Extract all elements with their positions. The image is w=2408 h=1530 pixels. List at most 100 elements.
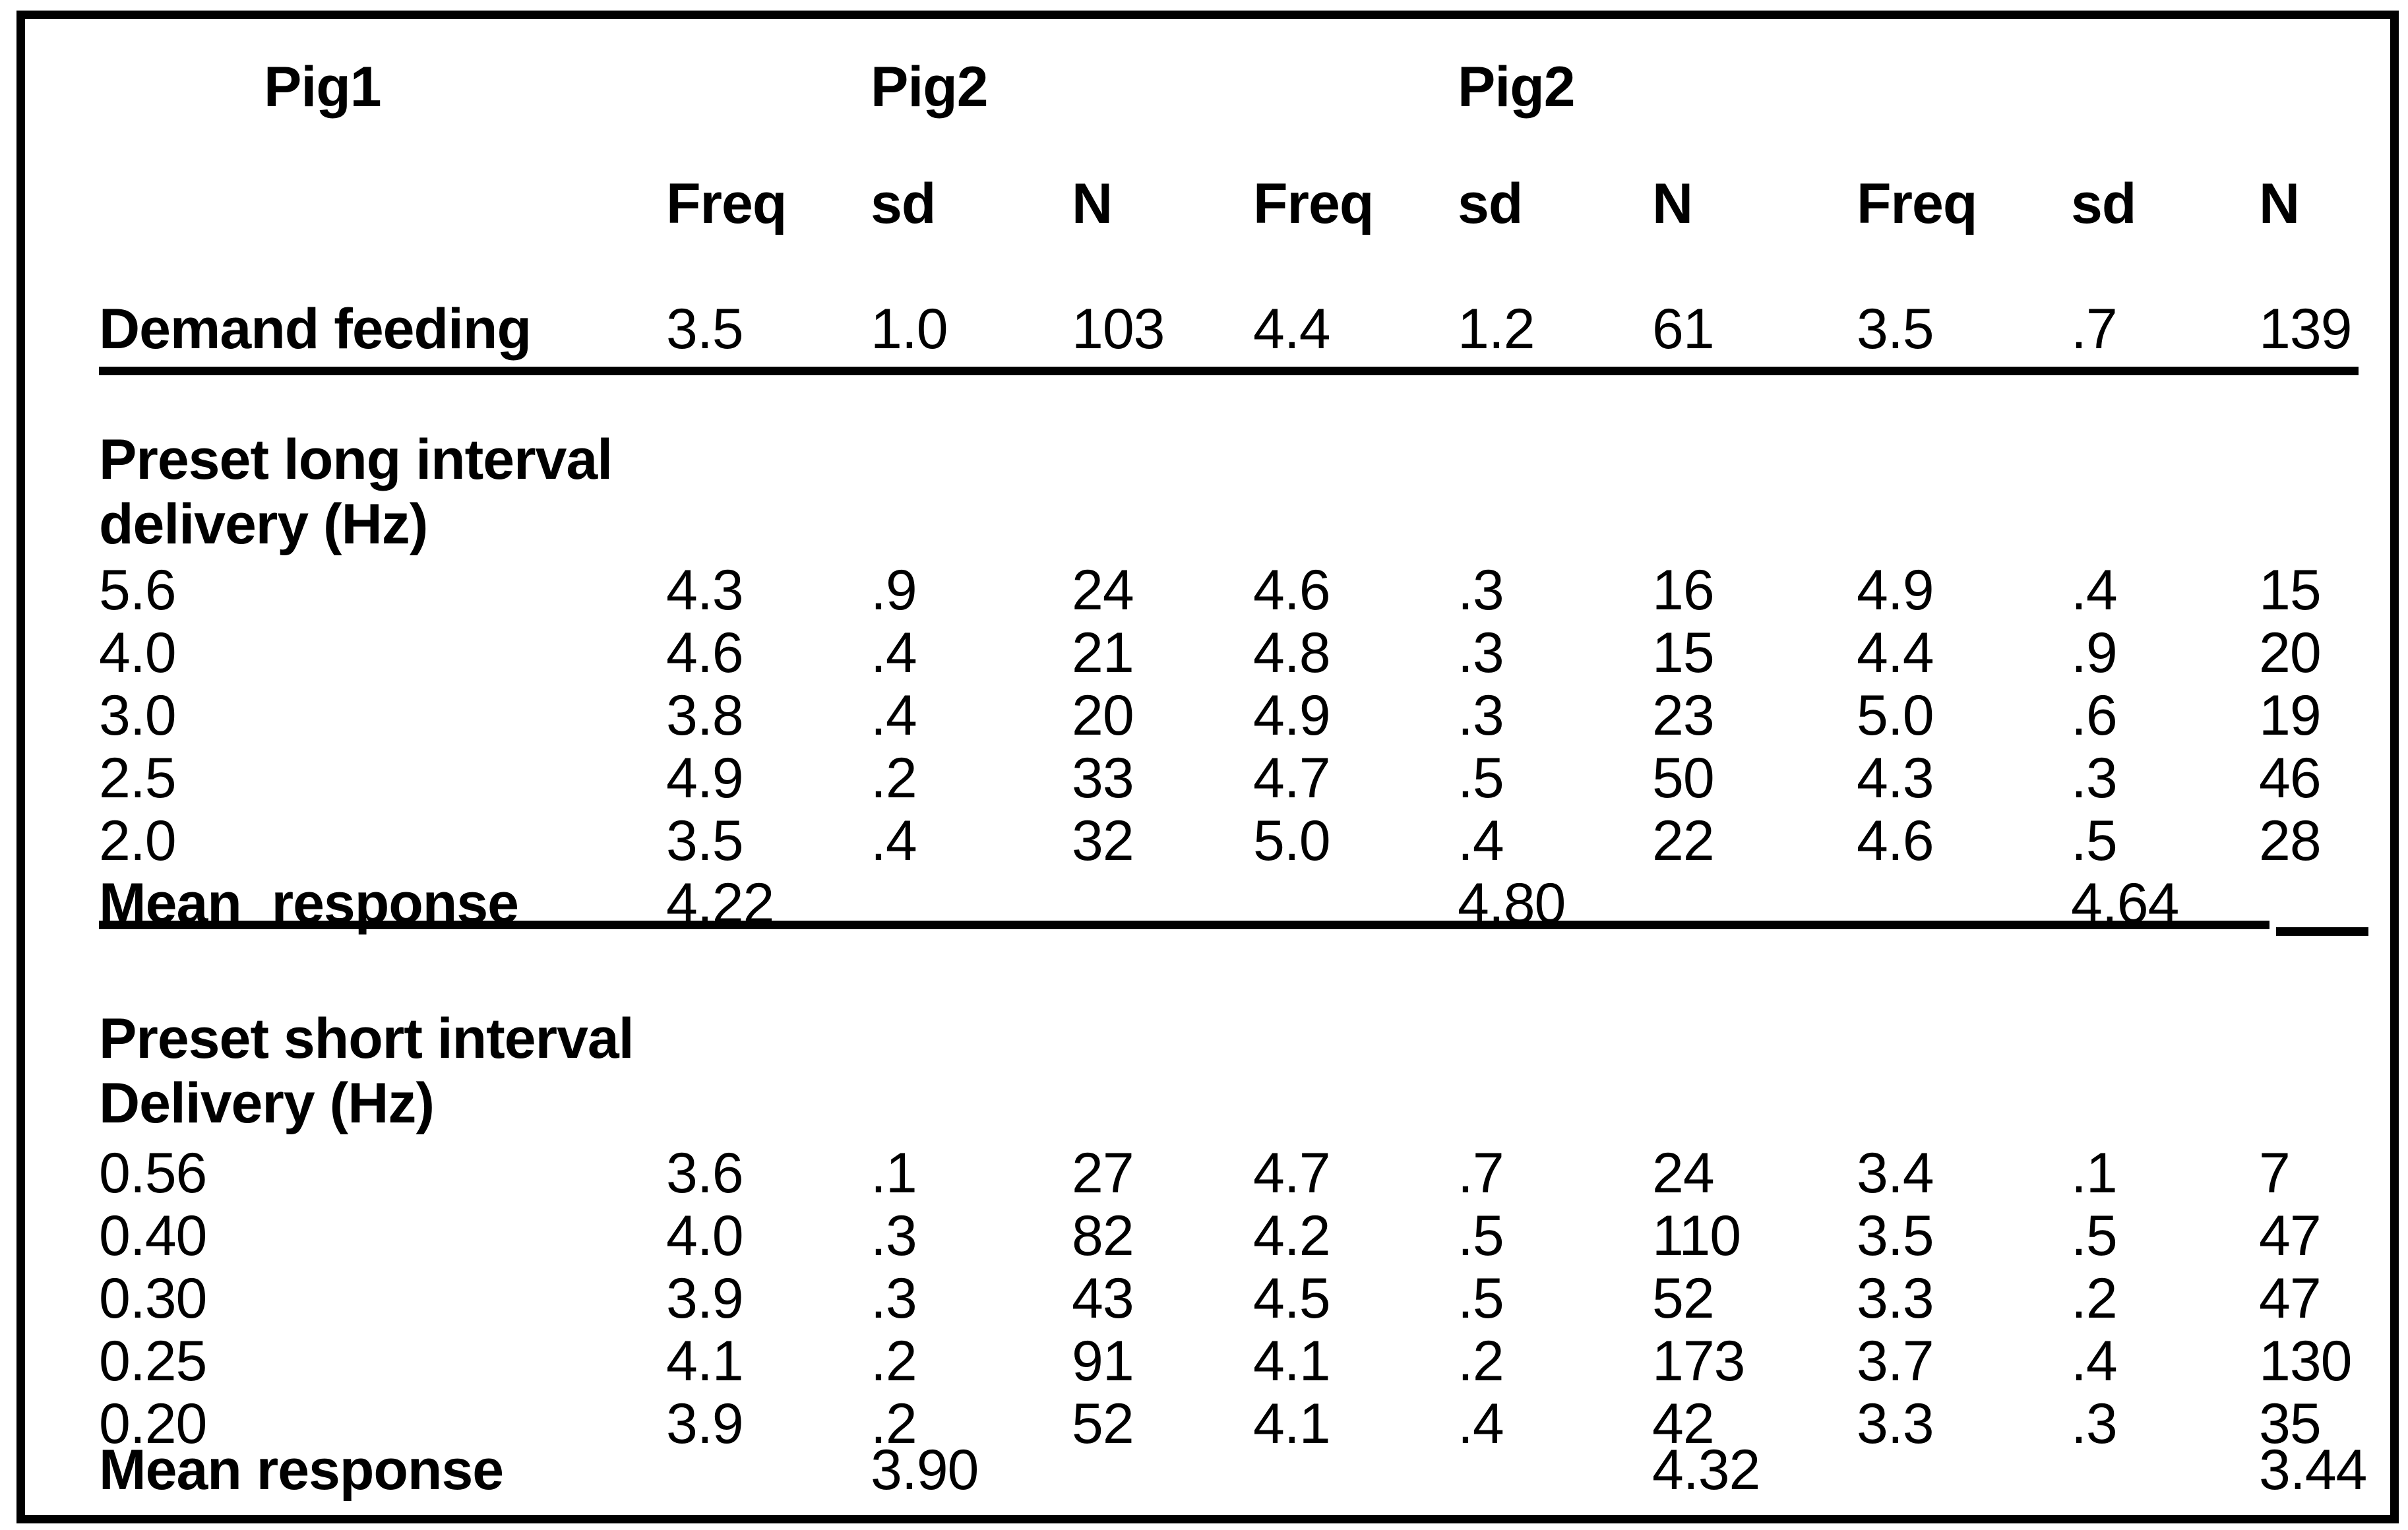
cell-sd-2: 1.2 [1458, 297, 1535, 361]
cell-sd-3: .5 [2071, 809, 2118, 872]
cell-freq-3: 4.9 [1857, 559, 1934, 622]
row-label: 0.20 [99, 1392, 207, 1455]
cell-sd-3: .3 [2071, 1392, 2118, 1455]
cell-freq-2: 5.0 [1253, 809, 1331, 872]
row-label: 0.40 [99, 1204, 207, 1268]
col-header-sd-3: sd [2071, 172, 2136, 235]
cell-n-3: 130 [2259, 1330, 2353, 1393]
cell-n-3: 47 [2259, 1267, 2322, 1330]
horizontal-rule-divider-end-segment [2276, 927, 2368, 936]
horizontal-rule-divider [99, 921, 2269, 929]
row-label: 2.0 [99, 809, 177, 872]
cell-n-2: 50 [1652, 747, 1715, 810]
cell-freq-2: 4.5 [1253, 1267, 1331, 1330]
table-row-demand-feeding: Demand feeding 3.5 1.0 103 4.4 1.2 61 3.… [99, 298, 2368, 361]
cell-freq-1: 4.9 [666, 747, 744, 810]
table-row-short-0-30: 0.30 3.9 .3 43 4.5 .5 52 3.3 .2 47 [99, 1268, 2368, 1330]
cell-n-2: 22 [1652, 809, 1715, 872]
cell-freq-2: 4.4 [1253, 297, 1331, 361]
table-row-short-0-20: 0.20 3.9 .2 52 4.1 .4 42 3.3 .3 35 [99, 1393, 2368, 1455]
cell-freq-3: 3.5 [1857, 1204, 1934, 1268]
cell-n-2: 42 [1652, 1392, 1715, 1455]
cell-mean-pig2a: 4.32 [1652, 1438, 1760, 1502]
cell-sd-1: .9 [871, 559, 917, 622]
section-title-long-interval-line2: delivery (Hz) [99, 493, 2368, 556]
cell-freq-3: 5.0 [1857, 684, 1934, 747]
cell-freq-3: 3.7 [1857, 1330, 1934, 1393]
cell-n-1: 82 [1072, 1204, 1134, 1268]
cell-n-1: 32 [1072, 809, 1134, 872]
group-header-row: Pig1 Pig2 Pig2 [99, 56, 2368, 119]
row-label: 2.5 [99, 747, 177, 810]
cell-sd-3: .1 [2071, 1142, 2118, 1205]
cell-sd-2: .3 [1458, 621, 1504, 685]
cell-freq-3: 3.3 [1857, 1392, 1934, 1455]
cell-sd-2: .3 [1458, 559, 1504, 622]
col-header-n-1: N [1072, 172, 1113, 235]
col-header-freq-3: Freq [1857, 172, 1977, 235]
cell-freq-2: 4.7 [1253, 747, 1331, 810]
cell-sd-1: .4 [871, 809, 917, 872]
cell-sd-1: .4 [871, 621, 917, 685]
table-row-long-5-6: 5.6 4.3 .9 24 4.6 .3 16 4.9 .4 15 [99, 559, 2368, 622]
cell-n-2: 173 [1652, 1330, 1746, 1393]
col-header-n-2: N [1652, 172, 1693, 235]
section-title-short-interval-line1: Preset short interval [99, 1008, 2368, 1070]
col-header-n-3: N [2259, 172, 2300, 235]
cell-freq-1: 4.6 [666, 621, 744, 685]
cell-sd-1: .3 [871, 1204, 917, 1268]
cell-n-3: 20 [2259, 621, 2322, 685]
cell-freq-1: 4.3 [666, 559, 744, 622]
col-header-sd-1: sd [871, 172, 936, 235]
cell-n-3: 19 [2259, 684, 2322, 747]
section-title-long-interval-line1: Preset long interval [99, 429, 2368, 491]
row-label: 0.56 [99, 1142, 207, 1205]
cell-n-1: 27 [1072, 1142, 1134, 1205]
table-row-mean-response-short: Mean response 3.90 4.32 3.44 [99, 1439, 2368, 1502]
cell-sd-3: .3 [2071, 747, 2118, 810]
group-header-pig1: Pig1 [264, 55, 382, 119]
cell-freq-2: 4.9 [1253, 684, 1331, 747]
cell-freq-1: 3.8 [666, 684, 744, 747]
cell-n-1: 20 [1072, 684, 1134, 747]
cell-n-2: 61 [1652, 297, 1715, 361]
cell-n-2: 15 [1652, 621, 1715, 685]
cell-n-3: 7 [2259, 1142, 2291, 1205]
cell-freq-3: 4.4 [1857, 621, 1934, 685]
cell-n-2: 23 [1652, 684, 1715, 747]
group-header-pig2-a: Pig2 [871, 55, 989, 119]
cell-sd-2: .4 [1458, 809, 1504, 872]
cell-n-3: 35 [2259, 1392, 2322, 1455]
cell-freq-1: 3.5 [666, 809, 744, 872]
cell-freq-1: 4.0 [666, 1204, 744, 1268]
cell-freq-3: 3.3 [1857, 1267, 1934, 1330]
cell-freq-2: 4.7 [1253, 1142, 1331, 1205]
cell-sd-2: .4 [1458, 1392, 1504, 1455]
cell-freq-2: 4.6 [1253, 559, 1331, 622]
cell-sd-3: .4 [2071, 1330, 2118, 1393]
section-title-text: Preset short interval [99, 1007, 634, 1070]
cell-sd-3: .2 [2071, 1267, 2118, 1330]
row-label: 3.0 [99, 684, 177, 747]
cell-sd-1: .2 [871, 747, 917, 810]
cell-freq-3: 4.6 [1857, 809, 1934, 872]
cell-n-1: 52 [1072, 1392, 1134, 1455]
cell-sd-1: .4 [871, 684, 917, 747]
table-row-long-2-0: 2.0 3.5 .4 32 5.0 .4 22 4.6 .5 28 [99, 810, 2368, 872]
cell-n-2: 24 [1652, 1142, 1715, 1205]
cell-n-1: 91 [1072, 1330, 1134, 1393]
row-label: 5.6 [99, 559, 177, 622]
row-label: 0.25 [99, 1330, 207, 1393]
table-row-short-0-25: 0.25 4.1 .2 91 4.1 .2 173 3.7 .4 130 [99, 1330, 2368, 1393]
cell-sd-2: .3 [1458, 684, 1504, 747]
column-header-row: Freq sd N Freq sd N Freq sd N [99, 173, 2368, 235]
row-label: Mean response [99, 1438, 504, 1502]
cell-freq-1: 3.9 [666, 1392, 744, 1455]
cell-freq-2: 4.8 [1253, 621, 1331, 685]
section-title-text: delivery (Hz) [99, 493, 428, 556]
row-label: Demand feeding [99, 297, 532, 361]
cell-n-3: 15 [2259, 559, 2322, 622]
cell-sd-1: .3 [871, 1267, 917, 1330]
cell-mean-pig1: 3.90 [871, 1438, 979, 1502]
cell-n-1: 21 [1072, 621, 1134, 685]
